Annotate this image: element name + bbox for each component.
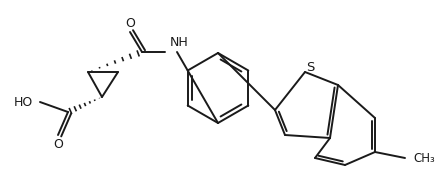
Text: CH₃: CH₃ — [413, 152, 435, 166]
Text: O: O — [53, 137, 63, 151]
Text: HO: HO — [14, 95, 33, 108]
Text: O: O — [125, 16, 135, 29]
Text: S: S — [306, 60, 314, 73]
Text: NH: NH — [170, 36, 189, 48]
